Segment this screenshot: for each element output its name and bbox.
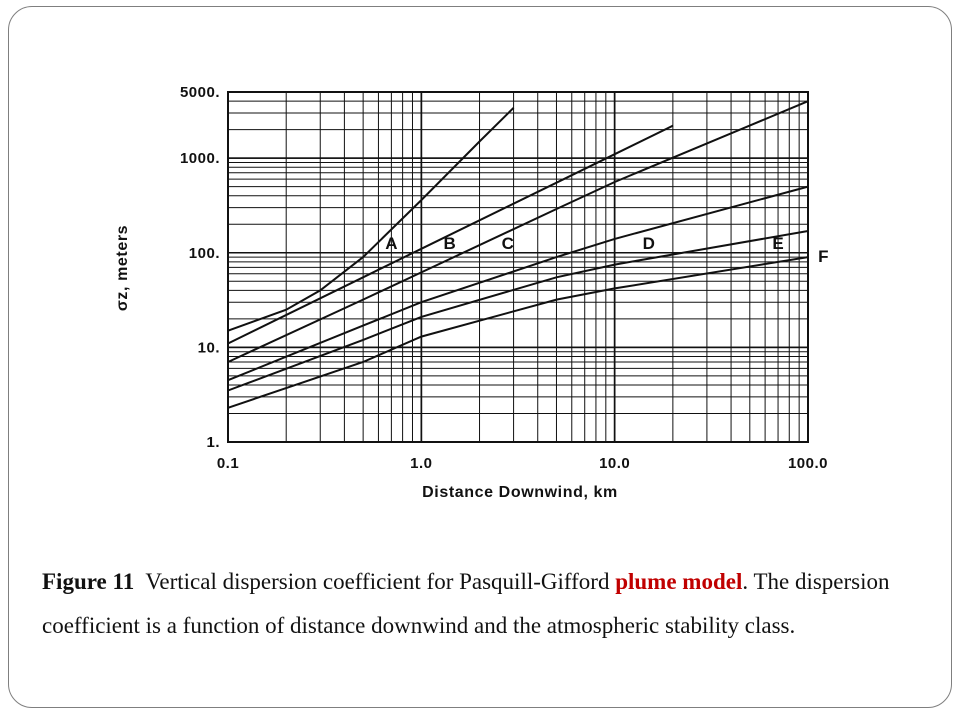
x-axis-title: Distance Downwind, km <box>422 484 618 501</box>
caption-text-end: . The dispersion coefficient is a functi… <box>42 569 890 638</box>
series-line-d <box>227 185 809 382</box>
y-tick-label: 5000. <box>180 84 220 101</box>
caption-text-start: Vertical dispersion coefficient for Pasq… <box>145 569 610 594</box>
y-tick-label: 1000. <box>180 150 220 167</box>
series-label-b: B <box>443 234 455 253</box>
series-line-a <box>227 107 515 332</box>
series-label-f: F <box>818 247 828 266</box>
figure-caption: Figure 11 Vertical dispersion coefficien… <box>42 560 922 648</box>
x-tick-label: 100.0 <box>788 455 828 472</box>
caption-highlight-plume: plume <box>615 569 677 594</box>
series-label-d: D <box>643 234 655 253</box>
series-layer: A B C D E F <box>227 100 829 409</box>
chart-grid <box>227 91 809 443</box>
series-label-e: E <box>772 234 783 253</box>
y-tick-label: 100. <box>189 245 220 262</box>
y-tick-label: 1. <box>206 434 220 451</box>
ticks-layer: 0.1 1.0 10.0 100.0 1. 10. 100. 1000. 5000. <box>180 84 828 472</box>
series-line-f <box>227 256 809 409</box>
x-tick-label: 1.0 <box>410 455 432 472</box>
y-axis-title: σz, meters <box>114 225 131 311</box>
caption-highlight-model: model <box>682 569 743 594</box>
plot-border <box>227 91 809 443</box>
series-line-c <box>227 100 809 363</box>
series-label-c: C <box>502 234 514 253</box>
series-line-e <box>227 230 809 392</box>
y-tick-label: 10. <box>198 339 220 356</box>
x-tick-label: 10.0 <box>599 455 630 472</box>
series-label-a: A <box>385 234 397 253</box>
series-line-b <box>227 124 674 345</box>
figure-label: Figure 11 <box>42 569 135 594</box>
x-tick-label: 0.1 <box>217 455 239 472</box>
